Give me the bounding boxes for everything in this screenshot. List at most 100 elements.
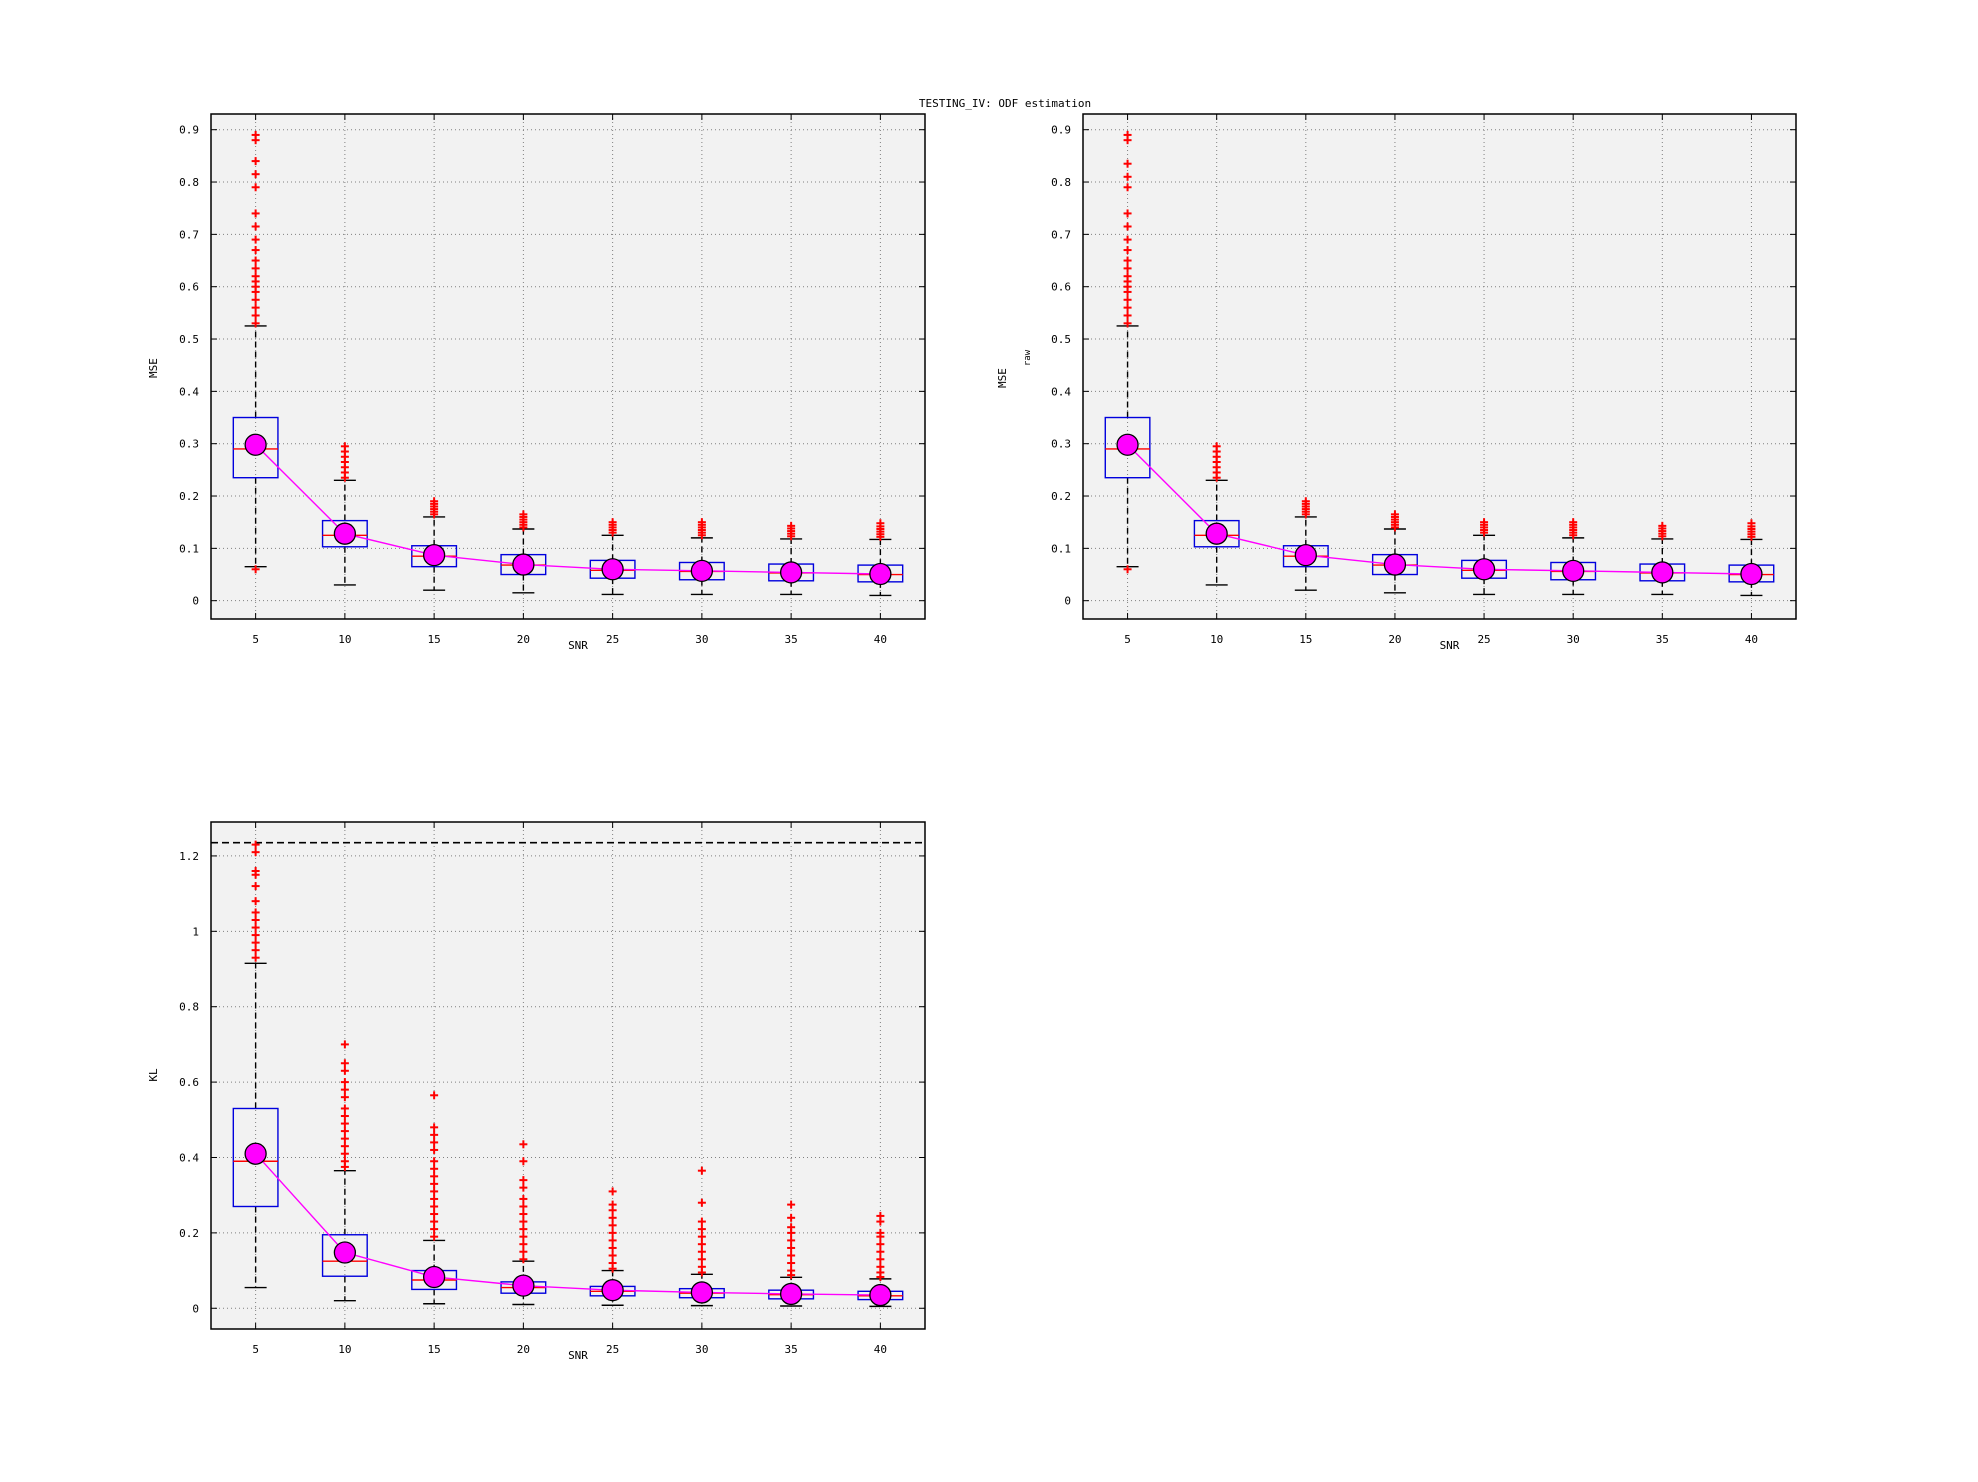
mean-marker-25 bbox=[601, 558, 624, 581]
outlier-point bbox=[430, 1225, 439, 1234]
outlier-point bbox=[340, 442, 349, 451]
outlier-point bbox=[251, 882, 260, 891]
outlier-point bbox=[608, 518, 617, 527]
outlier-point bbox=[251, 209, 260, 218]
x-tick-label: 25 bbox=[1477, 633, 1490, 646]
iqr-box bbox=[1193, 519, 1240, 548]
y-tick-label: 1.2 bbox=[179, 850, 199, 863]
outlier-point bbox=[519, 1247, 528, 1256]
iqr-box bbox=[232, 1107, 279, 1208]
mean-marker-20 bbox=[512, 1274, 535, 1297]
mean-marker-15 bbox=[1294, 544, 1317, 567]
y-axis-label: MSE bbox=[147, 358, 160, 378]
outlier-point bbox=[251, 867, 260, 876]
outlier-point bbox=[430, 1232, 439, 1241]
outlier-point bbox=[787, 1200, 796, 1209]
mean-marker-5 bbox=[1116, 433, 1139, 456]
outlier-point bbox=[876, 1240, 885, 1249]
outlier-point bbox=[787, 1259, 796, 1268]
y-tick-label: 0.5 bbox=[179, 333, 199, 346]
outlier-point bbox=[1123, 159, 1132, 168]
outlier-point bbox=[787, 1266, 796, 1275]
figure-title: TESTING_IV: ODF estimation bbox=[919, 97, 1091, 110]
outlier-point bbox=[251, 946, 260, 955]
outlier-point bbox=[1123, 235, 1132, 244]
outlier-point bbox=[697, 518, 706, 527]
outlier-point bbox=[251, 931, 260, 940]
x-tick-label: 25 bbox=[606, 1343, 619, 1356]
y-tick-label: 0.4 bbox=[1051, 385, 1071, 398]
outlier-point bbox=[430, 1210, 439, 1219]
y-tick-label: 0.2 bbox=[179, 490, 199, 503]
outlier-point bbox=[608, 1221, 617, 1230]
outlier-point bbox=[251, 272, 260, 281]
box-10 bbox=[1193, 442, 1240, 586]
outlier-point bbox=[787, 1223, 796, 1232]
outlier-point bbox=[1747, 519, 1756, 528]
mean-marker-40 bbox=[1740, 562, 1763, 586]
y-tick-label: 0.8 bbox=[179, 1001, 199, 1014]
mean-marker-25 bbox=[601, 1279, 624, 1302]
outlier-point bbox=[340, 1149, 349, 1158]
outlier-point bbox=[340, 1104, 349, 1113]
x-tick-label: 5 bbox=[1124, 633, 1131, 646]
outlier-point bbox=[251, 908, 260, 917]
outlier-point bbox=[430, 1202, 439, 1211]
y-tick-label: 0.5 bbox=[1051, 333, 1071, 346]
outlier-point bbox=[787, 1251, 796, 1260]
outlier-point bbox=[340, 1142, 349, 1151]
outlier-point bbox=[519, 1240, 528, 1249]
mean-marker-10 bbox=[333, 522, 357, 545]
outlier-point bbox=[1301, 497, 1310, 506]
x-tick-label: 30 bbox=[695, 1343, 708, 1356]
box-10 bbox=[321, 1040, 368, 1302]
outlier-point bbox=[519, 1255, 528, 1264]
outlier-point bbox=[430, 1091, 439, 1100]
outlier-point bbox=[608, 1236, 617, 1245]
outlier-point bbox=[251, 565, 260, 574]
mean-marker-40 bbox=[869, 1283, 892, 1307]
outlier-point bbox=[251, 264, 260, 273]
outlier-point bbox=[430, 1217, 439, 1226]
x-tick-label: 35 bbox=[1656, 633, 1669, 646]
outlier-point bbox=[519, 1232, 528, 1241]
outlier-point bbox=[697, 1198, 706, 1207]
outlier-point bbox=[1123, 295, 1132, 304]
outlier-point bbox=[430, 1157, 439, 1166]
outlier-point bbox=[251, 319, 260, 328]
outlier-point bbox=[519, 510, 528, 519]
iqr-box bbox=[232, 416, 279, 479]
outlier-point bbox=[1123, 311, 1132, 320]
outlier-point bbox=[251, 303, 260, 312]
outlier-point bbox=[1569, 518, 1578, 527]
outlier-point bbox=[251, 953, 260, 962]
y-tick-label: 0.7 bbox=[1051, 228, 1071, 241]
outlier-point bbox=[697, 1166, 706, 1175]
outlier-point bbox=[1123, 319, 1132, 328]
outlier-point bbox=[519, 1194, 528, 1203]
outlier-point bbox=[519, 1202, 528, 1211]
outlier-point bbox=[787, 1213, 796, 1222]
outlier-point bbox=[787, 521, 796, 530]
plot-frame bbox=[210, 821, 926, 1330]
outlier-point bbox=[697, 1255, 706, 1264]
y-tick-label: 0.6 bbox=[179, 281, 199, 294]
outlier-point bbox=[251, 235, 260, 244]
outlier-point bbox=[430, 1130, 439, 1139]
x-tick-label: 20 bbox=[517, 633, 530, 646]
outlier-point bbox=[697, 1232, 706, 1241]
outlier-point bbox=[1123, 303, 1132, 312]
x-tick-label: 40 bbox=[874, 1343, 887, 1356]
outlier-point bbox=[340, 1066, 349, 1075]
outlier-point bbox=[340, 1134, 349, 1143]
outlier-point bbox=[340, 1157, 349, 1166]
outlier-point bbox=[340, 1112, 349, 1121]
outlier-point bbox=[608, 1228, 617, 1237]
outlier-point bbox=[251, 222, 260, 231]
x-tick-label: 10 bbox=[338, 1343, 351, 1356]
mean-marker-15 bbox=[422, 544, 446, 567]
outlier-point bbox=[430, 1138, 439, 1147]
x-tick-label: 5 bbox=[252, 633, 259, 646]
outlier-point bbox=[697, 1240, 706, 1249]
outlier-point bbox=[340, 1078, 349, 1087]
